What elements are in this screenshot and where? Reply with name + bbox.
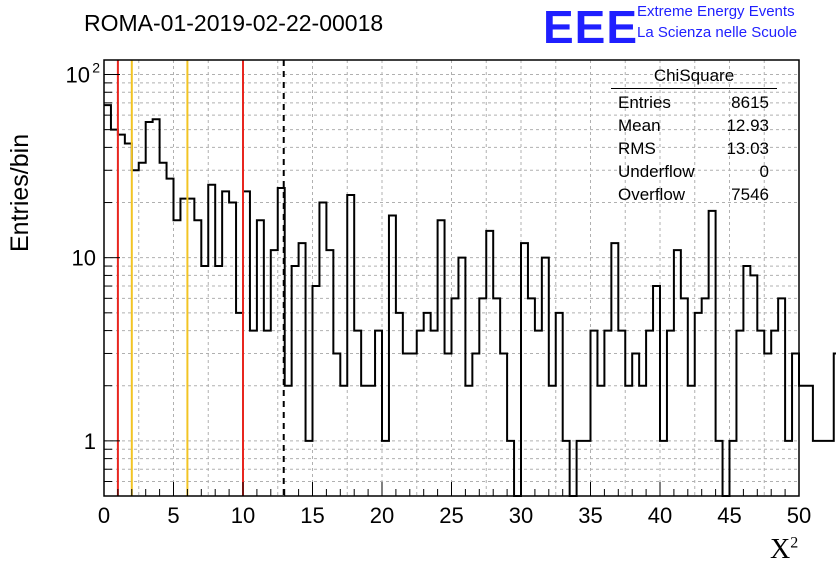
x-tick-label: 10 [231,503,255,528]
histogram-step-line [104,104,836,497]
x-axis-label-text: X [770,534,791,565]
x-axis-label: X2 [770,534,798,566]
y-tick-label: 1 [84,429,96,454]
x-tick-label: 5 [167,503,179,528]
x-tick-label: 35 [578,503,602,528]
chart-title: ROMA-01-2019-02-22-00018 [84,10,384,36]
x-tick-label: 20 [370,503,394,528]
y-axis-label: Entries/bin [6,133,34,252]
stats-label: RMS [618,139,656,158]
stats-value: 8615 [731,93,769,112]
y-tick-label: 10 [72,246,96,271]
stats-box: ChiSquare Entries 8615 Mean 12.93 RMS 13.03… [611,66,777,206]
stats-label: Entries [618,93,671,112]
stats-label: Mean [618,116,661,135]
x-tick-label: 0 [98,503,110,528]
eee-logo: EEE [543,1,639,53]
stats-title: ChiSquare [611,66,777,89]
x-tick-label: 15 [300,503,324,528]
stats-label: Underflow [618,162,695,181]
stats-value: 13.03 [726,139,769,158]
stats-row: RMS 13.03 [611,137,777,160]
x-tick-label: 40 [648,503,672,528]
stats-row: Underflow 0 [611,160,777,183]
y-tick-exponent: 2 [92,60,100,76]
x-tick-label: 50 [787,503,811,528]
logo-tagline-2: La Scienza nelle Scuole [637,24,798,41]
stats-row: Mean 12.93 [611,114,777,137]
stats-row: Entries 8615 [611,91,777,114]
y-tick-label: 10 [66,63,90,88]
stats-row: Overflow 7546 [611,183,777,206]
x-tick-label: 25 [439,503,463,528]
stats-value: 12.93 [726,116,769,135]
logo-tagline-1: Extreme Energy Events [637,3,795,20]
stats-label: Overflow [618,185,686,204]
x-tick-label: 45 [717,503,741,528]
stats-value: 0 [759,162,769,181]
stats-value: 7546 [731,185,769,204]
x-axis-label-superscript: 2 [790,534,799,552]
x-tick-label: 30 [509,503,533,528]
